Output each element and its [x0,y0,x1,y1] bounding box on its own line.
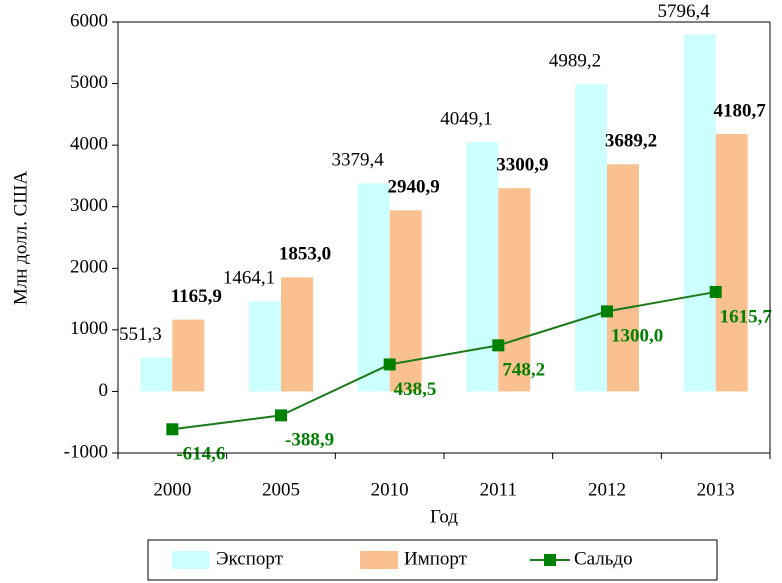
x-tick-label: 2010 [371,479,409,500]
bar [249,301,281,392]
bar [357,183,390,392]
y-tick-label: 3000 [70,195,108,216]
marker [383,358,396,371]
bar [715,134,748,392]
data-label: 5796,4 [658,1,711,22]
data-label: 748,2 [502,360,545,381]
legend-label: Сальдо [574,548,633,569]
data-label: 1464,1 [223,268,275,289]
marker [275,409,287,422]
bar [466,142,499,392]
data-label: 4989,2 [549,51,601,72]
data-label: -614,6 [176,444,225,465]
legend-label: Импорт [404,548,468,569]
x-tick-label: 2012 [588,479,626,500]
data-label: 4049,1 [440,108,492,129]
x-tick-label: 2013 [697,479,735,500]
marker [492,339,505,352]
x-tick-label: 2011 [480,479,517,500]
bar [498,188,531,392]
y-axis-label: Млн долл. США [10,171,31,306]
bar [683,34,716,392]
marker [166,423,179,436]
line [172,290,716,431]
data-label: 4180,7 [714,100,767,121]
data-label: 1165,9 [171,286,222,307]
data-label: 1853,0 [279,244,331,265]
data-label: 1615,7 [720,306,773,327]
data-label: 1300,0 [611,326,663,347]
x-tick-label: 2005 [262,479,300,500]
y-tick-label: 1000 [70,318,108,339]
legend-swatch [360,551,398,569]
marker [709,285,722,298]
x-axis-label: Год [430,506,458,527]
y-tick-label: 5000 [70,72,108,93]
data-label: 438,5 [394,379,437,400]
bar [607,164,639,392]
x-tick-label: 2000 [153,479,191,500]
y-tick-label: 0 [99,380,109,401]
data-label: -388,9 [285,430,334,451]
legend-marker [544,554,556,566]
bar [172,319,205,392]
legend-label: Экспорт [216,548,284,569]
bar [575,84,607,392]
data-label: 551,3 [119,324,162,345]
legend-box [147,539,718,581]
y-tick-label: 6000 [70,10,108,31]
data-label: 3379,4 [332,150,385,171]
marker [601,305,613,318]
legend-swatch [172,551,210,569]
data-label: 3300,9 [496,155,548,176]
y-tick-label: -1000 [64,441,108,462]
data-label: 2940,9 [388,177,440,198]
data-label: 3689,2 [605,131,657,152]
bar [281,277,313,392]
bar [140,357,173,392]
y-tick-label: 4000 [70,134,108,155]
y-tick-label: 2000 [70,257,108,278]
